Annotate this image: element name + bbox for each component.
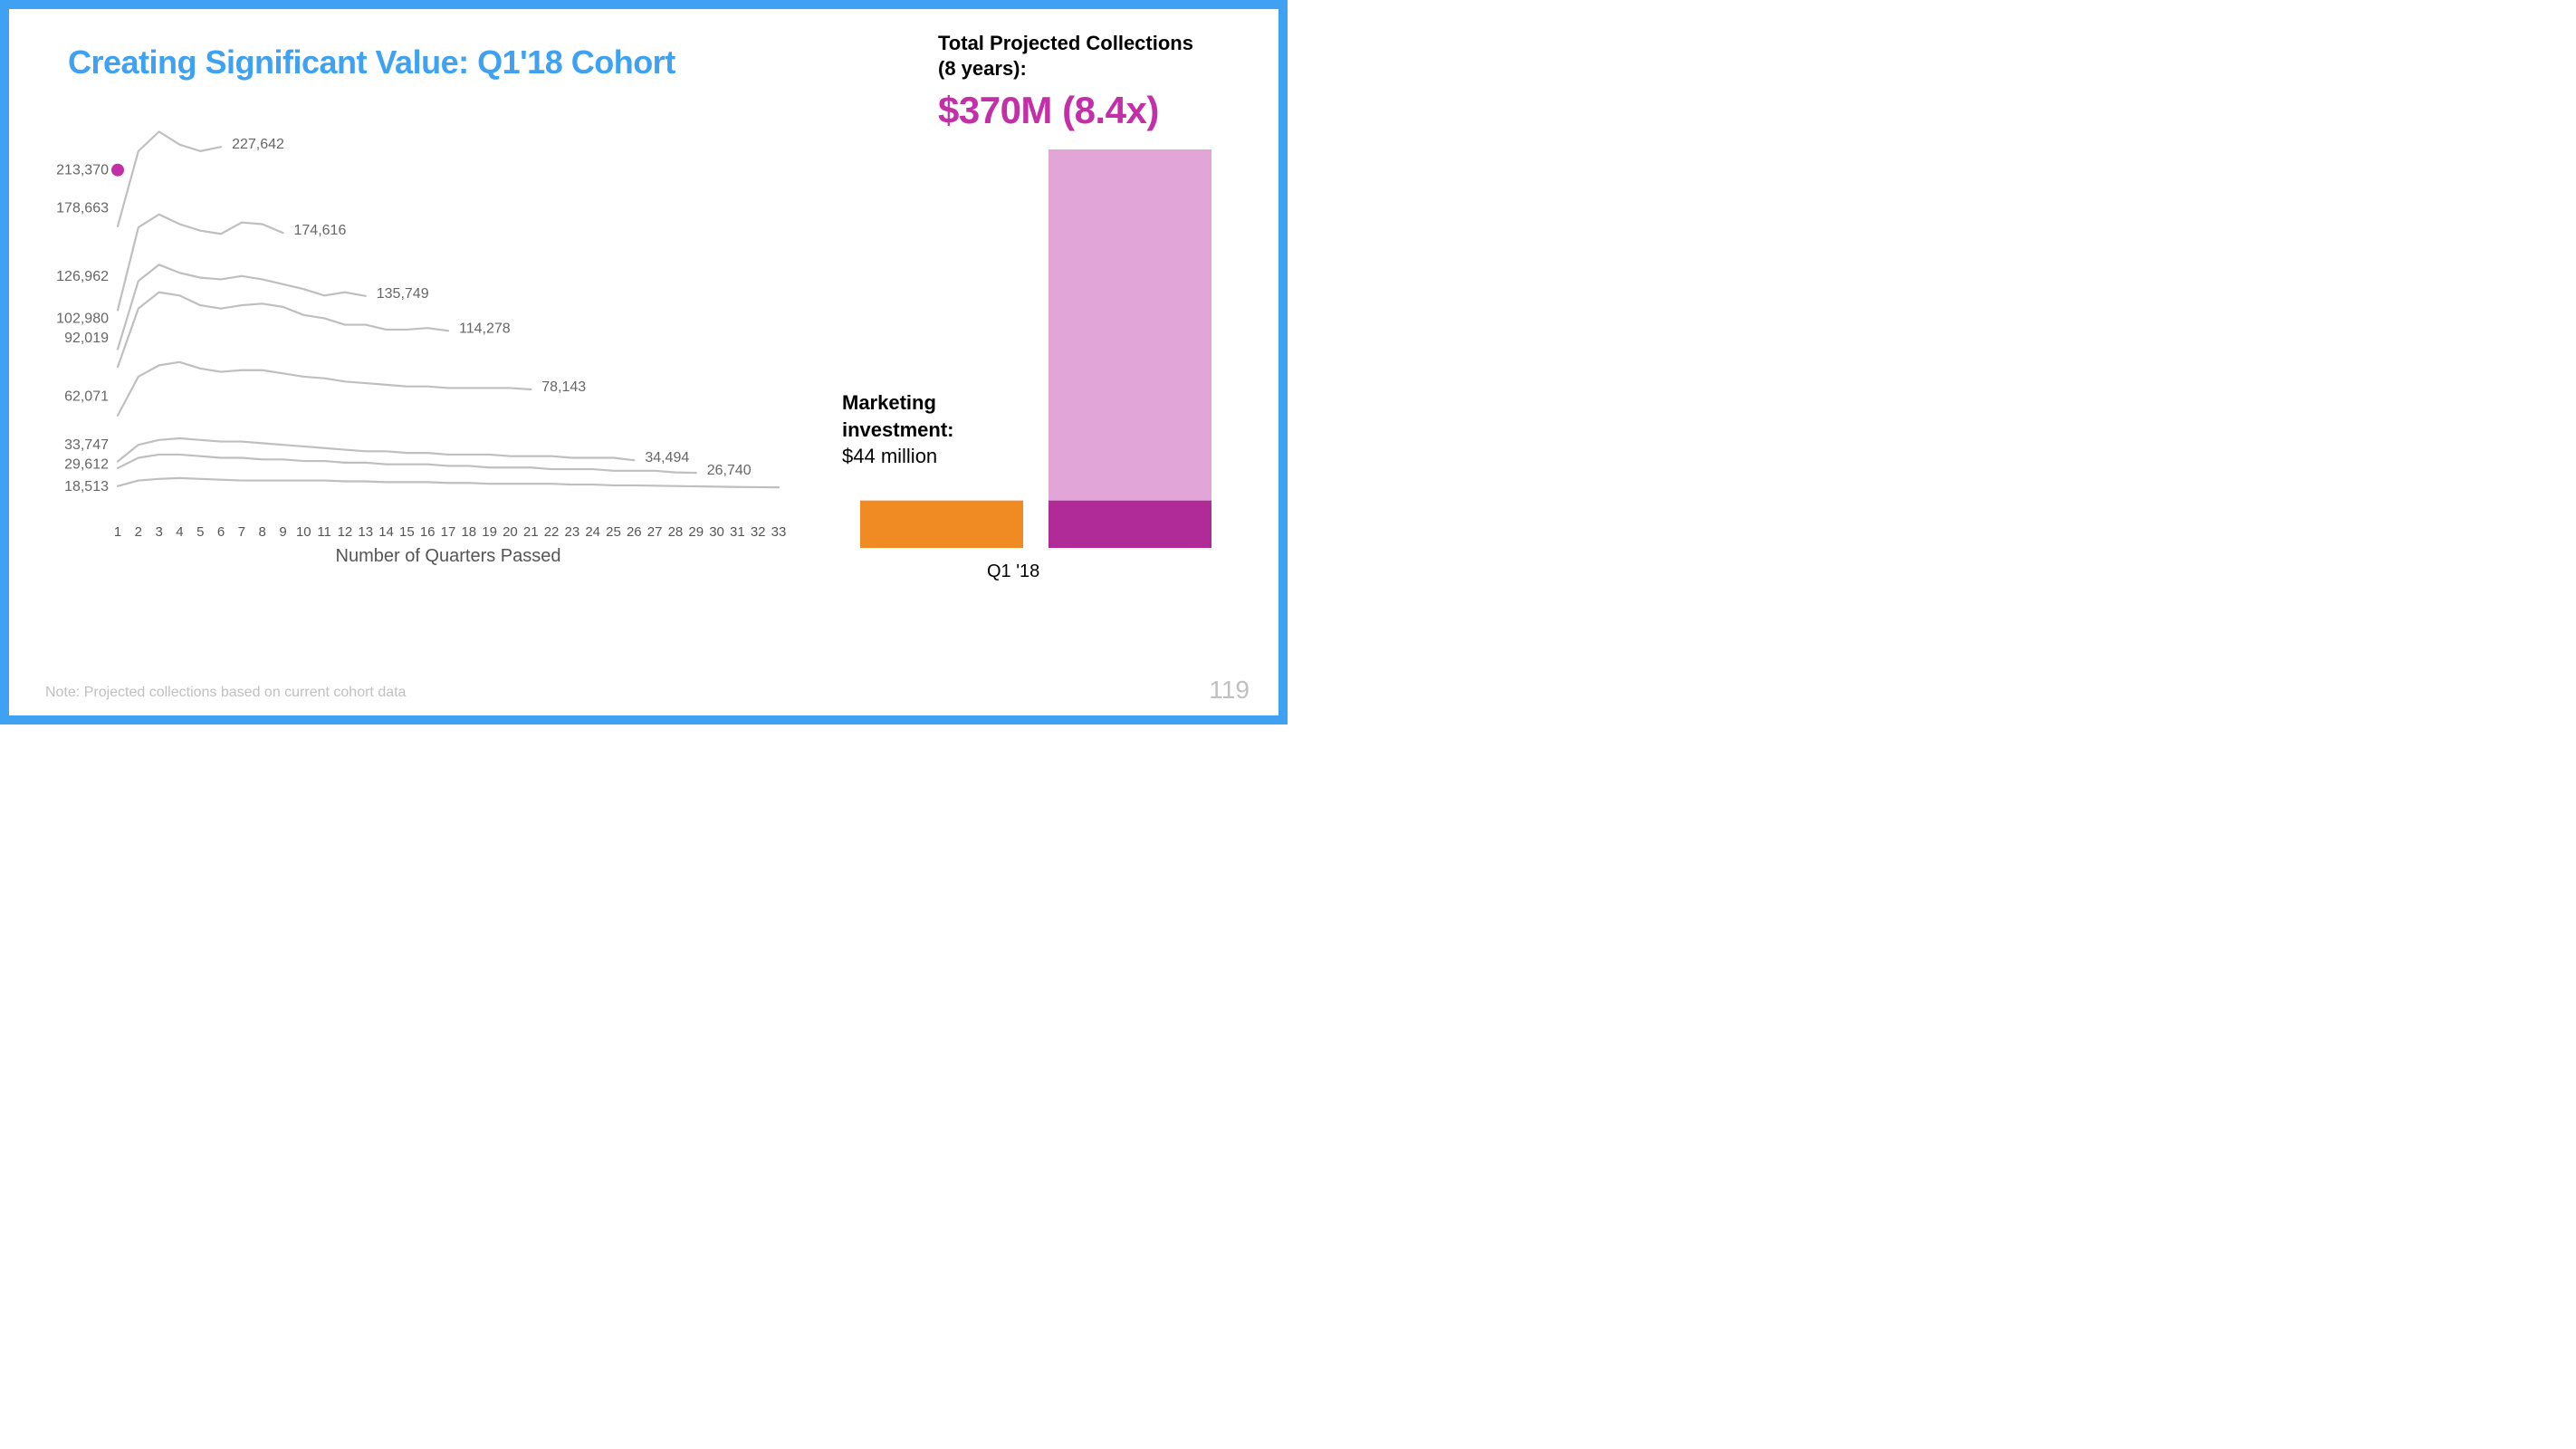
svg-text:4: 4 (176, 524, 183, 540)
svg-text:126,962: 126,962 (56, 269, 109, 284)
svg-text:26,740: 26,740 (707, 463, 752, 478)
svg-text:32: 32 (751, 524, 766, 540)
svg-text:33: 33 (771, 524, 787, 540)
projected-collections-value: $370M (8.4x) (938, 89, 1246, 132)
projected-label-line2: (8 years): (938, 57, 1027, 80)
svg-text:227,642: 227,642 (232, 137, 284, 152)
slide-title: Creating Significant Value: Q1'18 Cohort (68, 43, 675, 82)
bar-category-label: Q1 '18 (987, 561, 1039, 582)
cohort-line-chart: 1234567891011121314151617181920212223242… (36, 127, 788, 634)
svg-text:27: 27 (647, 524, 663, 540)
projected-collections-label: Total Projected Collections (8 years): (938, 31, 1246, 81)
marketing-label-line2: investment: (842, 418, 953, 441)
svg-text:8: 8 (259, 524, 266, 540)
footnote: Note: Projected collections based on cur… (45, 685, 406, 701)
line-chart-svg: 1234567891011121314151617181920212223242… (36, 127, 788, 634)
svg-text:34,494: 34,494 (645, 450, 689, 465)
collections-bar-chart: Marketing investment: $44 million Q1 '18 (842, 149, 1240, 648)
marketing-investment-label: Marketing investment: $44 million (842, 389, 953, 470)
svg-text:213,370: 213,370 (56, 163, 109, 178)
svg-text:18: 18 (461, 524, 476, 540)
svg-text:31: 31 (730, 524, 745, 540)
svg-text:28: 28 (668, 524, 684, 540)
svg-text:174,616: 174,616 (294, 223, 347, 238)
svg-text:15: 15 (399, 524, 415, 540)
svg-text:17: 17 (441, 524, 456, 540)
marketing-label-line1: Marketing (842, 391, 936, 414)
svg-text:26: 26 (627, 524, 642, 540)
svg-text:92,019: 92,019 (64, 331, 109, 346)
svg-text:12: 12 (338, 524, 353, 540)
projected-label-line1: Total Projected Collections (938, 32, 1193, 54)
svg-text:102,980: 102,980 (56, 311, 109, 326)
svg-text:20: 20 (503, 524, 518, 540)
svg-text:1: 1 (114, 524, 121, 540)
svg-text:18,513: 18,513 (64, 479, 109, 494)
marketing-value: $44 million (842, 445, 937, 467)
svg-text:22: 22 (544, 524, 560, 540)
svg-text:19: 19 (482, 524, 497, 540)
svg-text:178,663: 178,663 (56, 201, 109, 216)
svg-text:30: 30 (709, 524, 724, 540)
svg-text:7: 7 (238, 524, 245, 540)
svg-text:29: 29 (688, 524, 704, 540)
svg-text:5: 5 (196, 524, 204, 540)
svg-text:25: 25 (606, 524, 621, 540)
svg-text:62,071: 62,071 (64, 389, 109, 404)
svg-text:3: 3 (155, 524, 162, 540)
svg-text:21: 21 (523, 524, 539, 540)
svg-text:78,143: 78,143 (541, 379, 586, 395)
slide-frame: Creating Significant Value: Q1'18 Cohort… (0, 0, 1288, 724)
svg-text:9: 9 (279, 524, 286, 540)
svg-text:6: 6 (217, 524, 225, 540)
bar-chart-svg (842, 149, 1240, 575)
svg-text:114,278: 114,278 (459, 321, 511, 336)
svg-text:135,749: 135,749 (377, 286, 429, 302)
svg-text:23: 23 (565, 524, 580, 540)
svg-text:33,747: 33,747 (64, 437, 109, 453)
svg-text:Number of Quarters Passed: Number of Quarters Passed (336, 546, 561, 566)
svg-text:13: 13 (358, 524, 373, 540)
page-number: 119 (1209, 676, 1250, 705)
svg-text:16: 16 (420, 524, 436, 540)
svg-text:2: 2 (135, 524, 142, 540)
svg-text:10: 10 (296, 524, 311, 540)
svg-text:29,612: 29,612 (64, 457, 109, 473)
svg-text:11: 11 (317, 524, 331, 540)
svg-text:14: 14 (378, 524, 394, 540)
svg-text:24: 24 (585, 524, 600, 540)
